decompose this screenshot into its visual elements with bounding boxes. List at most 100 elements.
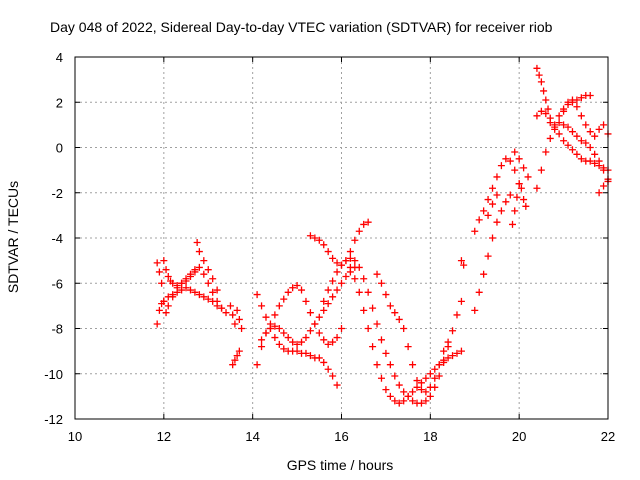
data-point	[262, 313, 270, 321]
data-point	[162, 266, 170, 274]
data-point	[186, 272, 194, 280]
track-7	[253, 282, 345, 369]
data-point	[342, 272, 350, 280]
data-point	[551, 121, 559, 129]
data-point	[377, 336, 385, 344]
data-point	[218, 304, 226, 312]
data-point	[444, 354, 452, 362]
data-point	[506, 157, 514, 165]
data-point	[169, 279, 177, 287]
data-point	[489, 200, 497, 208]
data-point	[302, 334, 310, 342]
x-tick-label: 16	[334, 429, 348, 444]
data-point	[195, 263, 203, 271]
data-point	[546, 119, 554, 127]
data-point	[573, 132, 581, 140]
data-point	[369, 343, 377, 351]
data-point	[162, 309, 170, 317]
data-point	[200, 270, 208, 278]
data-point	[333, 334, 341, 342]
data-point	[453, 311, 461, 319]
data-point	[324, 365, 332, 373]
data-point	[515, 155, 523, 163]
data-point	[555, 130, 563, 138]
data-point	[409, 388, 417, 396]
data-point	[426, 370, 434, 378]
data-point	[355, 227, 363, 235]
data-point	[582, 121, 590, 129]
data-point	[377, 374, 385, 382]
data-point	[213, 286, 221, 294]
data-point	[306, 232, 314, 240]
data-point	[231, 356, 239, 364]
data-point	[422, 388, 430, 396]
data-point	[391, 309, 399, 317]
data-point	[546, 134, 554, 142]
data-point	[271, 311, 279, 319]
data-point	[591, 150, 599, 158]
data-point	[200, 293, 208, 301]
data-point	[391, 372, 399, 380]
data-point	[417, 386, 425, 394]
data-point	[506, 191, 514, 199]
y-tick-label: 4	[56, 50, 63, 65]
data-point	[178, 279, 186, 287]
data-point	[320, 297, 328, 305]
data-point	[568, 128, 576, 136]
y-tick-labels: 4 2 0 -2 -4 -6 -8 -10 -12	[44, 50, 63, 427]
data-point	[502, 198, 510, 206]
data-point	[535, 71, 543, 79]
data-point	[422, 397, 430, 405]
data-point	[391, 397, 399, 405]
data-point	[513, 193, 521, 201]
data-point	[409, 361, 417, 369]
data-point	[153, 259, 161, 267]
data-point	[315, 236, 323, 244]
y-tick-label: -4	[51, 231, 63, 246]
data-point	[471, 227, 479, 235]
data-point	[324, 286, 332, 294]
data-point	[533, 184, 541, 192]
data-point	[568, 98, 576, 106]
data-point	[475, 216, 483, 224]
data-point	[564, 101, 572, 109]
data-point	[386, 392, 394, 400]
data-point	[511, 166, 519, 174]
data-point	[431, 374, 439, 382]
data-point	[293, 340, 301, 348]
data-point	[404, 343, 412, 351]
data-point	[284, 288, 292, 296]
data-point	[457, 257, 465, 265]
data-point	[231, 320, 239, 328]
data-point	[382, 349, 390, 357]
y-tick-label: 2	[56, 95, 63, 110]
data-point	[542, 148, 550, 156]
data-point	[564, 123, 572, 131]
data-point	[522, 202, 530, 210]
data-point	[311, 234, 319, 242]
data-point	[586, 128, 594, 136]
data-point	[520, 164, 528, 172]
y-tick-label: 0	[56, 141, 63, 156]
grid	[75, 57, 608, 419]
data-point	[457, 347, 465, 355]
data-point	[204, 295, 212, 303]
track-6	[253, 291, 341, 389]
data-point	[400, 397, 408, 405]
data-point	[329, 338, 337, 346]
data-point	[600, 166, 608, 174]
data-point	[555, 112, 563, 120]
data-point	[186, 286, 194, 294]
data-point	[537, 107, 545, 115]
data-point	[275, 302, 283, 310]
data-point	[560, 105, 568, 113]
data-point	[484, 252, 492, 260]
data-point	[422, 374, 430, 382]
track-8	[258, 263, 359, 348]
data-point	[591, 159, 599, 167]
data-point	[160, 297, 168, 305]
track-15	[471, 191, 514, 314]
data-point	[271, 334, 279, 342]
data-point	[329, 293, 337, 301]
data-point	[577, 155, 585, 163]
